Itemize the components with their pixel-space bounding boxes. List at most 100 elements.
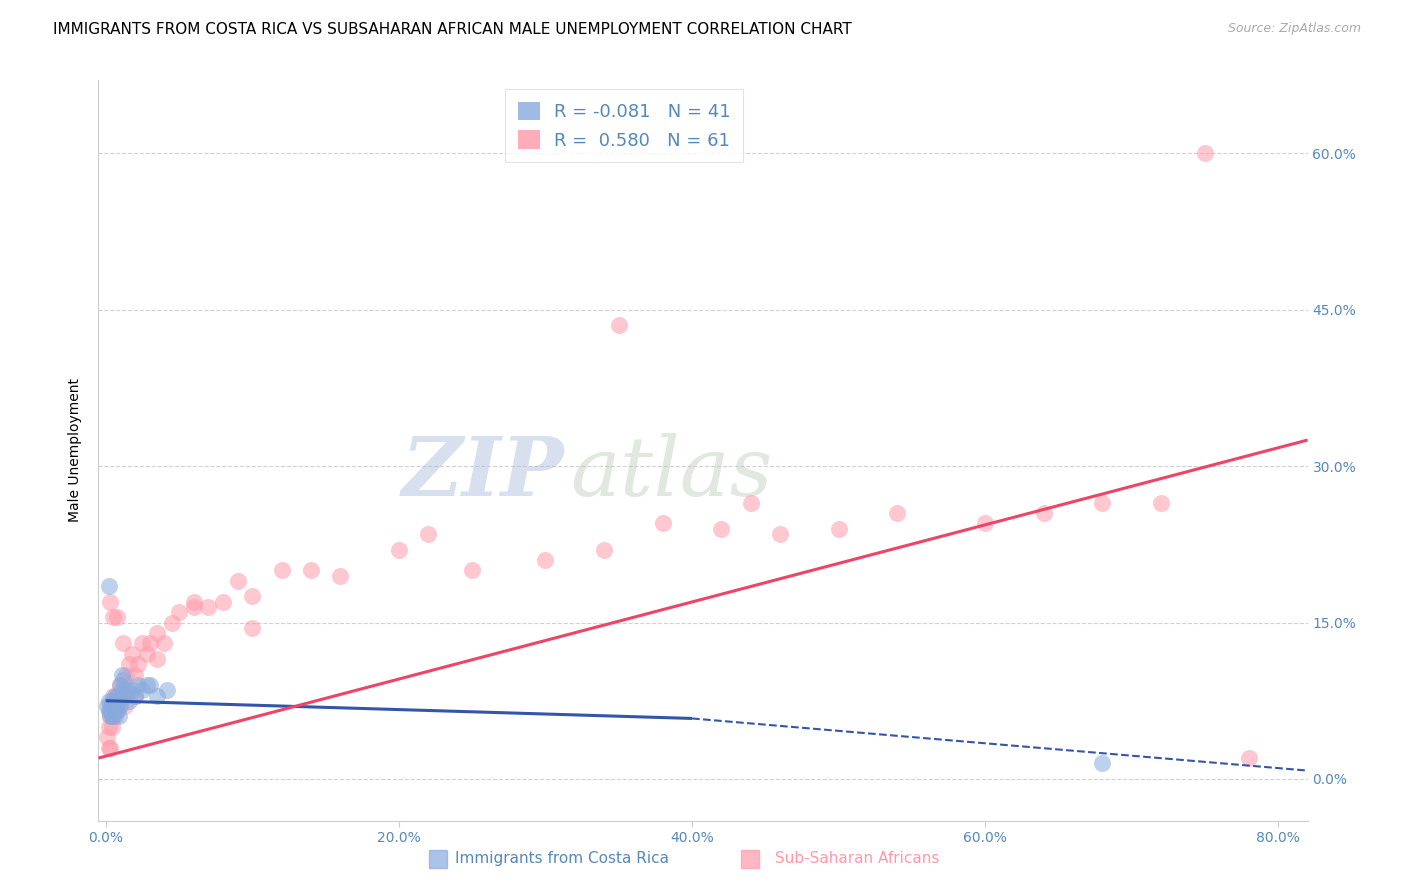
- Point: [124, 689, 146, 703]
- Point: [974, 516, 997, 531]
- Point: [146, 626, 169, 640]
- Point: [146, 689, 169, 703]
- Point: [98, 709, 121, 723]
- Point: [226, 574, 249, 588]
- Text: Sub-Saharan Africans: Sub-Saharan Africans: [776, 851, 939, 865]
- Point: [117, 683, 139, 698]
- Point: [105, 704, 128, 718]
- Point: [135, 647, 157, 661]
- Point: [1150, 495, 1173, 509]
- Point: [299, 563, 322, 577]
- Point: [124, 689, 146, 703]
- Text: IMMIGRANTS FROM COSTA RICA VS SUBSAHARAN AFRICAN MALE UNEMPLOYMENT CORRELATION C: IMMIGRANTS FROM COSTA RICA VS SUBSAHARAN…: [53, 22, 852, 37]
- Point: [212, 595, 235, 609]
- Point: [108, 694, 131, 708]
- Text: ZIP: ZIP: [401, 433, 564, 513]
- Point: [105, 698, 128, 713]
- Point: [388, 542, 411, 557]
- Point: [1194, 146, 1216, 161]
- Point: [740, 495, 762, 509]
- Text: atlas: atlas: [569, 433, 772, 513]
- Point: [593, 542, 616, 557]
- Point: [115, 667, 138, 681]
- Point: [418, 527, 440, 541]
- Point: [114, 683, 136, 698]
- Point: [886, 506, 908, 520]
- Point: [107, 689, 129, 703]
- Y-axis label: Male Unemployment: Male Unemployment: [69, 378, 83, 523]
- Point: [108, 698, 131, 713]
- Point: [103, 704, 125, 718]
- Point: [112, 689, 135, 703]
- Point: [240, 621, 263, 635]
- Point: [110, 698, 132, 713]
- Point: [156, 683, 179, 698]
- Point: [98, 595, 121, 609]
- Text: Source: ZipAtlas.com: Source: ZipAtlas.com: [1227, 22, 1361, 36]
- Point: [112, 636, 135, 650]
- Point: [131, 683, 153, 698]
- Point: [101, 689, 124, 703]
- Point: [769, 527, 792, 541]
- Point: [103, 689, 125, 703]
- Point: [111, 667, 134, 681]
- Point: [607, 318, 630, 333]
- Point: [127, 657, 149, 672]
- Point: [121, 647, 143, 661]
- Point: [107, 689, 129, 703]
- Point: [100, 704, 122, 718]
- Point: [100, 694, 122, 708]
- Point: [270, 563, 292, 577]
- Point: [153, 636, 176, 650]
- Point: [240, 590, 263, 604]
- Point: [101, 610, 124, 624]
- Point: [101, 709, 124, 723]
- Point: [118, 657, 141, 672]
- Point: [461, 563, 484, 577]
- Point: [98, 709, 121, 723]
- Point: [1091, 756, 1114, 771]
- Point: [138, 678, 160, 692]
- Point: [103, 709, 125, 723]
- Point: [329, 568, 352, 582]
- Point: [114, 698, 136, 713]
- Point: [110, 678, 132, 692]
- Point: [105, 698, 128, 713]
- Point: [1032, 506, 1054, 520]
- Point: [115, 689, 138, 703]
- Point: [107, 704, 129, 718]
- Point: [97, 704, 120, 718]
- Point: [167, 605, 190, 619]
- Point: [98, 704, 121, 718]
- Point: [97, 694, 120, 708]
- Point: [534, 553, 557, 567]
- Point: [651, 516, 673, 531]
- Point: [107, 610, 129, 624]
- Point: [131, 636, 153, 650]
- Point: [98, 698, 121, 713]
- Point: [124, 667, 146, 681]
- Point: [111, 683, 134, 698]
- Point: [135, 678, 157, 692]
- Point: [183, 595, 205, 609]
- Point: [105, 694, 128, 708]
- Point: [96, 698, 118, 713]
- Point: [97, 740, 120, 755]
- Point: [101, 698, 124, 713]
- Point: [103, 698, 125, 713]
- Point: [97, 720, 120, 734]
- Point: [110, 678, 132, 692]
- Point: [112, 673, 135, 687]
- Point: [103, 698, 125, 713]
- Point: [121, 683, 143, 698]
- Point: [97, 579, 120, 593]
- Point: [1091, 495, 1114, 509]
- Point: [118, 694, 141, 708]
- Point: [100, 709, 122, 723]
- Point: [146, 652, 169, 666]
- Point: [101, 709, 124, 723]
- Point: [197, 599, 219, 614]
- Point: [1237, 751, 1260, 765]
- Text: Immigrants from Costa Rica: Immigrants from Costa Rica: [456, 851, 669, 865]
- Legend: R = -0.081   N = 41, R =  0.580   N = 61: R = -0.081 N = 41, R = 0.580 N = 61: [505, 89, 744, 162]
